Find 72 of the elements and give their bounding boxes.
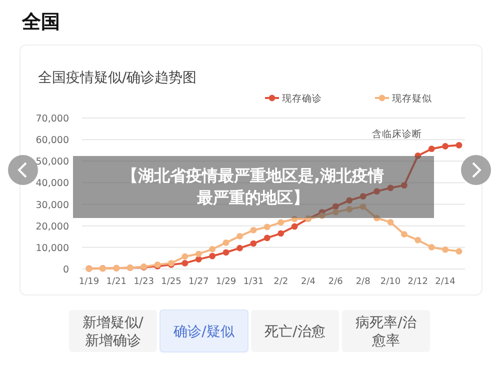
point (346, 206, 353, 212)
x-tick-label: 1/31 (243, 277, 264, 287)
y-tick-label: 0 (62, 264, 69, 276)
legend-label: 现存确诊 (282, 92, 322, 104)
point (387, 184, 394, 192)
point (346, 197, 353, 204)
y-tick-label: 60,000 (36, 135, 69, 146)
x-tick-label: 2/6 (328, 277, 344, 287)
point (236, 233, 243, 240)
point (442, 143, 448, 150)
x-tick-label: 2/8 (356, 277, 371, 287)
point (250, 240, 257, 247)
y-tick-label: 10,000 (36, 242, 69, 254)
x-tick-label: 1/23 (134, 277, 154, 287)
point (414, 152, 422, 159)
point (195, 250, 202, 258)
point (332, 203, 339, 210)
text: 死亡/治愈 (264, 324, 326, 340)
point (209, 252, 216, 260)
point (195, 256, 202, 262)
point (387, 218, 394, 226)
annotation: 【湖北省疫情最严重地区是,湖北疫情最严重的地区】 (122, 166, 384, 207)
point (442, 246, 448, 253)
point (428, 244, 435, 250)
point (222, 239, 230, 246)
point (250, 226, 257, 234)
y-tick-label: 50,000 (36, 156, 69, 168)
point (374, 214, 380, 222)
text: 全国 (21, 11, 60, 33)
point (264, 224, 270, 230)
x-tick-label: 1/27 (188, 277, 209, 287)
point (222, 249, 230, 256)
annotation: 含临床诊断 (372, 128, 422, 140)
x-tick-label: 1/19 (78, 277, 100, 287)
point (236, 244, 243, 252)
chart-title: 全国疫情疑似/确诊趋势图 (38, 70, 197, 86)
y-tick-label: 70,000 (36, 114, 69, 124)
point (332, 208, 339, 216)
point (209, 246, 216, 252)
point (414, 236, 422, 244)
point (428, 146, 435, 152)
point (291, 223, 298, 230)
caption-overlay: 【湖北省疫情最严重地区是,湖北疫情最严重的地区】 (73, 156, 434, 218)
point (360, 203, 366, 210)
point (456, 248, 462, 255)
x-tick-label: 2/4 (301, 277, 316, 287)
point (291, 216, 298, 222)
point (264, 234, 270, 242)
legend-label: 现存疑似 (392, 92, 432, 104)
x-tick-label: 1/25 (161, 277, 182, 287)
y-tick-label: 20,000 (36, 221, 69, 232)
x-tick-label: 1/21 (106, 277, 127, 287)
text: 新增疑似/新增确诊 (82, 315, 144, 349)
point (456, 142, 462, 148)
point (182, 253, 188, 260)
point (400, 182, 408, 189)
x-tick-label: 2/2 (274, 277, 288, 287)
x-tick-label: 2/10 (380, 277, 401, 287)
point (278, 219, 284, 226)
text: 病死率/治愈率 (356, 315, 416, 349)
x-tick-label: 2/14 (435, 277, 456, 287)
point (278, 230, 284, 237)
x-tick-label: 2/12 (408, 277, 428, 287)
y-tick-label: 30,000 (36, 200, 69, 211)
x-tick-label: 1/29 (216, 277, 236, 287)
y-tick-label: 40,000 (36, 178, 69, 190)
point (374, 188, 380, 195)
text: 确诊/疑似 (172, 324, 234, 340)
point (360, 193, 366, 200)
point (318, 212, 326, 219)
point (182, 260, 188, 266)
point (400, 231, 408, 238)
